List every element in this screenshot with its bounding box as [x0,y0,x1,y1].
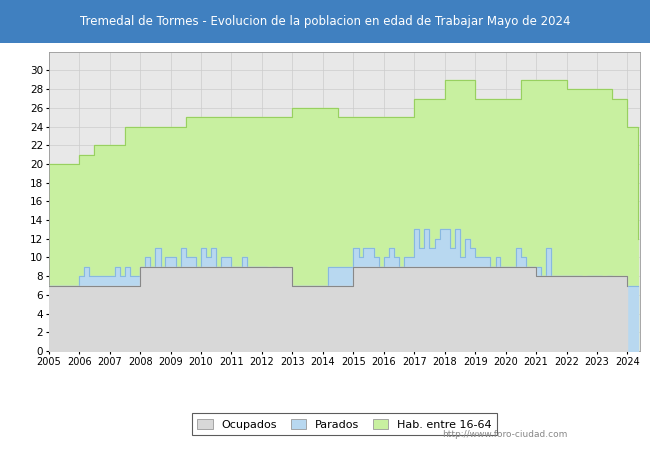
Legend: Ocupados, Parados, Hab. entre 16-64: Ocupados, Parados, Hab. entre 16-64 [192,414,497,435]
Text: Tremedal de Tormes - Evolucion de la poblacion en edad de Trabajar Mayo de 2024: Tremedal de Tormes - Evolucion de la pob… [80,15,570,28]
Text: http://www.foro-ciudad.com: http://www.foro-ciudad.com [442,430,567,439]
